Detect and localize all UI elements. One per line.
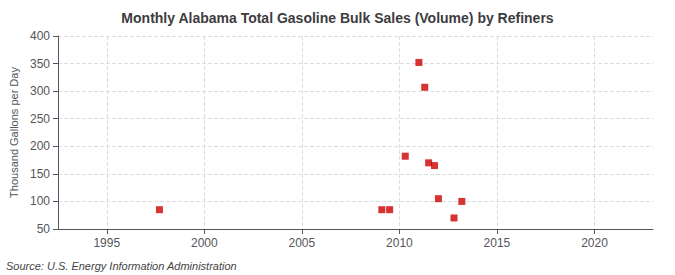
svg-text:200: 200	[30, 139, 50, 153]
svg-text:350: 350	[30, 57, 50, 71]
svg-text:150: 150	[30, 167, 50, 181]
svg-text:2020: 2020	[581, 236, 608, 250]
svg-text:2005: 2005	[289, 236, 316, 250]
svg-text:50: 50	[37, 222, 51, 236]
svg-text:Thousand Gallons per Day: Thousand Gallons per Day	[8, 67, 20, 198]
svg-text:400: 400	[30, 29, 50, 43]
svg-text:2015: 2015	[484, 236, 511, 250]
svg-text:Monthly Alabama Total Gasoline: Monthly Alabama Total Gasoline Bulk Sale…	[121, 10, 553, 26]
svg-text:100: 100	[30, 194, 50, 208]
svg-text:Source: U.S. Energy Informatio: Source: U.S. Energy Information Administ…	[6, 260, 237, 272]
svg-text:2010: 2010	[386, 236, 413, 250]
svg-text:250: 250	[30, 112, 50, 126]
svg-text:2000: 2000	[191, 236, 218, 250]
svg-text:300: 300	[30, 84, 50, 98]
svg-text:1995: 1995	[93, 236, 120, 250]
